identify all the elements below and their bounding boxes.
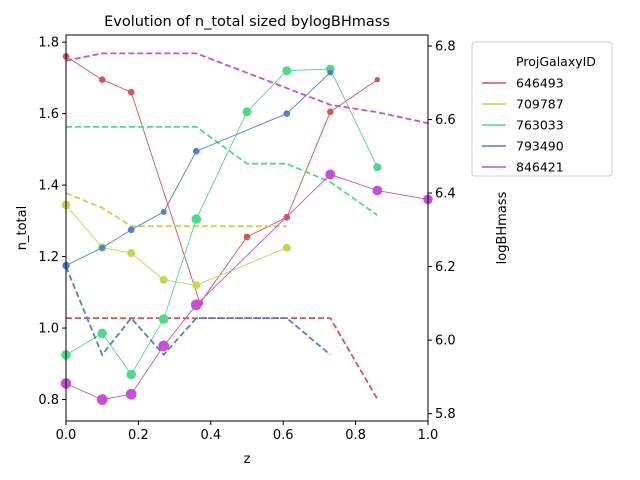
legend-label-763033: 763033: [516, 118, 564, 133]
point-846421-2: [125, 388, 137, 400]
y-left-tick-label: 1.2: [38, 250, 59, 265]
y-left-tick-label: 1.8: [38, 36, 59, 51]
n-total-line-646493: [65, 56, 378, 305]
point-709787-5: [282, 243, 291, 252]
point-846421-6: [372, 185, 383, 196]
logbhmass-line-763033: [66, 126, 378, 216]
x-tick-label: 0.8: [345, 428, 366, 443]
point-846421-4: [190, 299, 202, 311]
point-646493-4: [243, 233, 251, 241]
x-tick-label: 0.2: [128, 428, 149, 443]
point-709787-4: [192, 281, 201, 290]
series-709787: [61, 192, 291, 290]
point-763033-8: [373, 163, 382, 172]
series-793490: [62, 69, 334, 357]
y-left-tick-label: 1.4: [38, 179, 59, 194]
y-left-tick-label: 1.0: [38, 322, 59, 337]
point-793490-2: [127, 226, 135, 234]
point-763033-4: [191, 214, 202, 224]
legend-label-646493: 646493: [516, 76, 564, 91]
legend: ProjGalaxyID 646493 709787 763033 793490 846…: [471, 41, 613, 177]
point-793490-3: [160, 208, 167, 215]
plot-area: [60, 52, 433, 405]
y-axis-label-right: logBHmass: [495, 191, 510, 264]
x-axis-label: z: [244, 452, 251, 467]
legend-title: ProjGalaxyID: [516, 54, 596, 69]
y-right-tick-label: 6.4: [435, 187, 456, 202]
x-tick-label: 1.0: [418, 428, 439, 443]
logbhmass-line-793490: [65, 266, 331, 357]
legend-label-709787: 709787: [516, 97, 564, 112]
point-709787-2: [127, 248, 136, 258]
point-646493-6: [327, 108, 334, 116]
point-709787-3: [159, 275, 168, 284]
x-tick-label: 0.4: [200, 428, 221, 443]
n-total-line-846421: [65, 173, 429, 401]
y-right-tick-label: 6.6: [435, 113, 456, 128]
point-646493-7: [374, 77, 380, 83]
axes: 0.0 0.2 0.4 0.6 0.8 1.0 0.8 1.0 1.2 1.4 1.6 1.8 5.8 6…: [38, 36, 455, 443]
point-793490-4: [193, 147, 200, 155]
point-793490-5: [283, 110, 291, 117]
x-tick-label: 0.0: [56, 428, 77, 443]
y-right-tick-label: 6.0: [435, 334, 456, 349]
point-763033-1: [97, 328, 107, 339]
point-763033-2: [126, 369, 136, 380]
logbhmass-line-709787: [65, 192, 287, 228]
point-763033-5: [242, 107, 252, 117]
point-646493-2: [127, 88, 135, 96]
series-846421: [60, 52, 433, 405]
legend-label-793490: 793490: [516, 139, 564, 154]
legend-frame: [471, 41, 613, 177]
y-right-tick-label: 5.8: [435, 407, 456, 422]
n-total-line-793490: [65, 72, 331, 266]
n-total-line-709787: [65, 204, 287, 286]
point-846421-1: [96, 394, 108, 405]
point-846421-3: [158, 340, 170, 352]
legend-label-846421: 846421: [516, 160, 564, 175]
y-axis-label-left: n_total: [15, 206, 30, 250]
y-left-tick-label: 1.6: [38, 107, 59, 122]
point-763033-3: [158, 314, 169, 324]
chart-title: Evolution of n_total sized bylogBHmass: [104, 14, 390, 30]
point-846421-5: [325, 169, 336, 180]
y-left-tick-label: 0.8: [38, 393, 59, 408]
logbhmass-line-846421: [65, 52, 429, 125]
point-646493-1: [98, 76, 106, 83]
plot-frame: [65, 34, 429, 422]
y-right-tick-label: 6.8: [435, 40, 456, 55]
point-793490-1: [99, 244, 106, 251]
logbhmass-line-646493: [66, 317, 379, 400]
x-tick-label: 0.6: [273, 428, 294, 443]
point-763033-6: [282, 66, 292, 76]
y-right-tick-label: 6.2: [435, 260, 456, 275]
point-793490-6: [327, 69, 334, 76]
